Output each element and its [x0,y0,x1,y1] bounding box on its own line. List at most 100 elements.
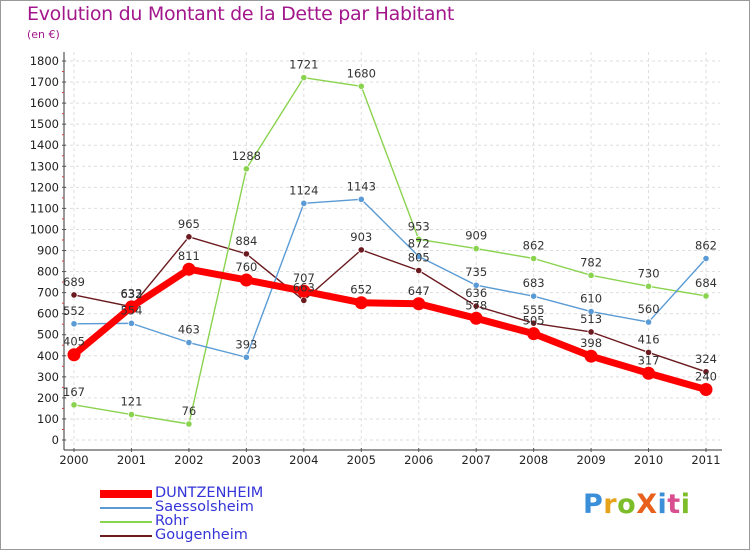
data-label: 652 [350,283,372,297]
data-point [70,320,78,328]
data-point [702,368,710,376]
data-point [644,318,653,326]
data-point [472,281,480,289]
data-label: 121 [120,395,142,409]
data-label: 513 [580,312,602,326]
y-tick-label: 1100 [30,201,59,215]
legend-swatch [100,521,152,523]
logo-letter: o [617,489,637,520]
data-point [300,199,308,207]
data-point [469,311,483,325]
data-label: 405 [63,335,85,349]
data-point [530,254,538,263]
series-line-saessolsheim [73,198,707,358]
y-tick-label: 1800 [30,54,59,68]
data-label: 684 [695,276,717,290]
data-point [124,300,138,314]
data-point [67,348,81,362]
data-label: 1288 [232,149,261,163]
y-tick-label: 0 [52,433,59,447]
x-tick-label: 2000 [59,453,88,467]
legend-label: DUNTZENHEIM [155,485,264,501]
data-point [415,266,423,275]
data-label: 735 [465,265,487,279]
data-label: 632 [120,287,142,301]
data-point [239,273,253,287]
y-tick-label: 1600 [30,96,59,110]
data-point [242,353,250,361]
data-label: 610 [580,292,602,306]
data-point [530,319,538,327]
logo-letter: P [583,489,604,520]
data-point [300,296,308,305]
logo-letter: r [603,489,618,520]
x-tick-label: 2001 [117,453,146,467]
chart-unit-label: (en €) [27,28,60,41]
y-axis-ticks: 0 100 200 300 400 500 600 700 800 900 1000 1100 1200… [30,54,66,447]
data-label: 683 [523,276,545,290]
data-label: 760 [235,260,257,274]
y-tick-label: 400 [37,349,59,363]
data-label: 909 [465,229,487,243]
x-tick-label: 2011 [691,453,720,467]
data-point [415,235,423,243]
chart-title: Evolution du Montant de la Dette par Hab… [27,3,455,25]
data-label: 416 [638,332,660,346]
x-tick-label: 2010 [634,453,663,467]
proxiti-logo: ProXiti [583,489,690,520]
data-label: 240 [695,369,717,383]
data-point [702,254,710,263]
data-point [297,284,311,298]
data-point [242,250,250,258]
data-point [644,348,653,357]
y-tick-label: 800 [37,265,59,279]
data-label: 555 [523,303,545,317]
data-label: 689 [63,275,85,289]
y-tick-label: 600 [37,307,59,321]
data-point [644,282,653,290]
data-label: 167 [63,385,85,399]
series-line-gougenheim [73,236,707,373]
data-point [472,245,480,253]
data-point [702,292,710,300]
y-tick-label: 300 [37,370,59,384]
y-tick-label: 900 [37,244,59,258]
data-point [185,233,193,241]
data-label: 872 [408,236,430,250]
data-point [357,195,365,203]
logo-letter: X [636,489,658,520]
data-label: 393 [235,337,257,351]
data-label: 1124 [289,183,318,197]
x-tick-label: 2007 [462,453,491,467]
data-label: 560 [638,302,660,316]
data-point [527,327,541,341]
x-tick-label: 2008 [519,453,548,467]
data-point [357,82,365,90]
data-label: 663 [293,280,315,294]
legend-swatch [100,490,152,498]
data-point [70,291,78,299]
series-line-rohr [73,76,707,425]
data-label: 633 [120,287,142,301]
y-tick-label: 1200 [30,180,59,194]
data-label: 647 [408,284,430,298]
data-label: 76 [182,404,197,418]
data-point [357,246,365,254]
data-label: 398 [580,336,602,350]
logo-letter: t [667,489,681,520]
data-label: 317 [638,353,660,367]
data-label: 505 [523,314,545,328]
data-label: 730 [638,266,660,280]
data-point [472,302,480,310]
data-point [642,366,656,380]
data-label: 463 [178,323,200,337]
data-point [699,382,713,396]
data-point [587,328,595,336]
data-label: 324 [695,352,717,366]
data-point [185,420,193,428]
data-label: 953 [408,219,430,233]
data-point [127,410,136,419]
data-label: 552 [63,304,85,318]
data-label: 903 [350,230,372,244]
